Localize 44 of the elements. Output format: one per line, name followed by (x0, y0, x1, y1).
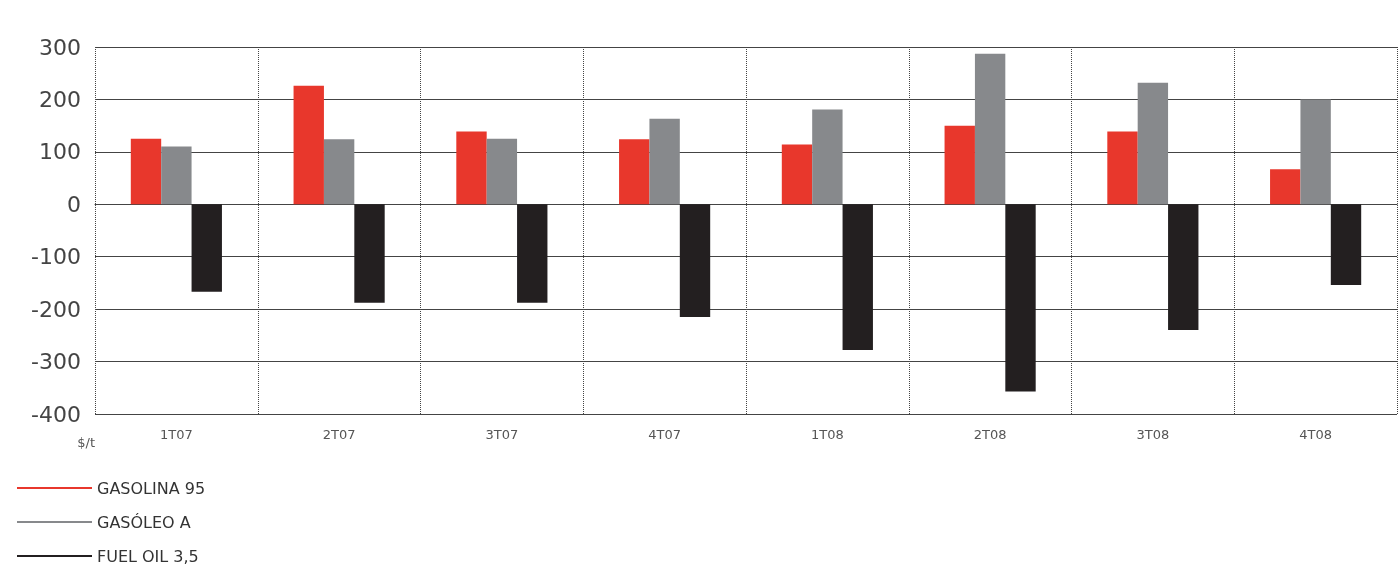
x-tick-label: 2T07 (322, 427, 356, 442)
bar (974, 53, 1006, 205)
y-axis-title: $/t (77, 435, 95, 450)
y-tick-label: 100 (39, 139, 81, 165)
x-tick-label: 4T08 (1299, 427, 1333, 442)
bar (781, 144, 813, 205)
y-tick-label: -400 (31, 401, 81, 427)
bar (944, 125, 975, 205)
bar (486, 138, 518, 205)
y-tick-label: 200 (39, 86, 81, 112)
bar (619, 139, 650, 205)
bar (1270, 169, 1301, 205)
y-tick-label: 0 (67, 191, 81, 217)
bar (130, 138, 162, 205)
bar (517, 204, 548, 303)
bar (1168, 204, 1199, 331)
x-tick-label: 3T08 (1136, 427, 1170, 442)
x-tick-label: 1T08 (810, 427, 844, 442)
bar (842, 204, 873, 351)
bar (456, 131, 487, 205)
x-tick-label: 1T07 (159, 427, 193, 442)
y-tick-label: -200 (31, 296, 81, 322)
bar (1005, 204, 1036, 392)
bar (1137, 82, 1169, 205)
x-tick-label: 2T08 (973, 427, 1007, 442)
bar (679, 204, 711, 318)
bar (1300, 99, 1331, 205)
bar (161, 146, 192, 205)
bar (354, 204, 385, 303)
y-tick-label: -100 (31, 244, 81, 270)
legend-label: FUEL OIL 3,5 (97, 546, 199, 566)
bar (1107, 131, 1138, 205)
bar (1330, 204, 1362, 286)
bar (323, 139, 355, 205)
bar (293, 85, 324, 205)
x-tick-label: 4T07 (648, 427, 682, 442)
y-tick-label: 300 (39, 34, 81, 60)
bar (812, 109, 843, 205)
legend-label: GASÓLEO A (97, 512, 191, 532)
bar (649, 118, 680, 205)
legend-label: GASOLINA 95 (97, 478, 206, 498)
y-tick-label: -300 (31, 349, 81, 375)
x-tick-label: 3T07 (485, 427, 519, 442)
bar (191, 204, 222, 292)
